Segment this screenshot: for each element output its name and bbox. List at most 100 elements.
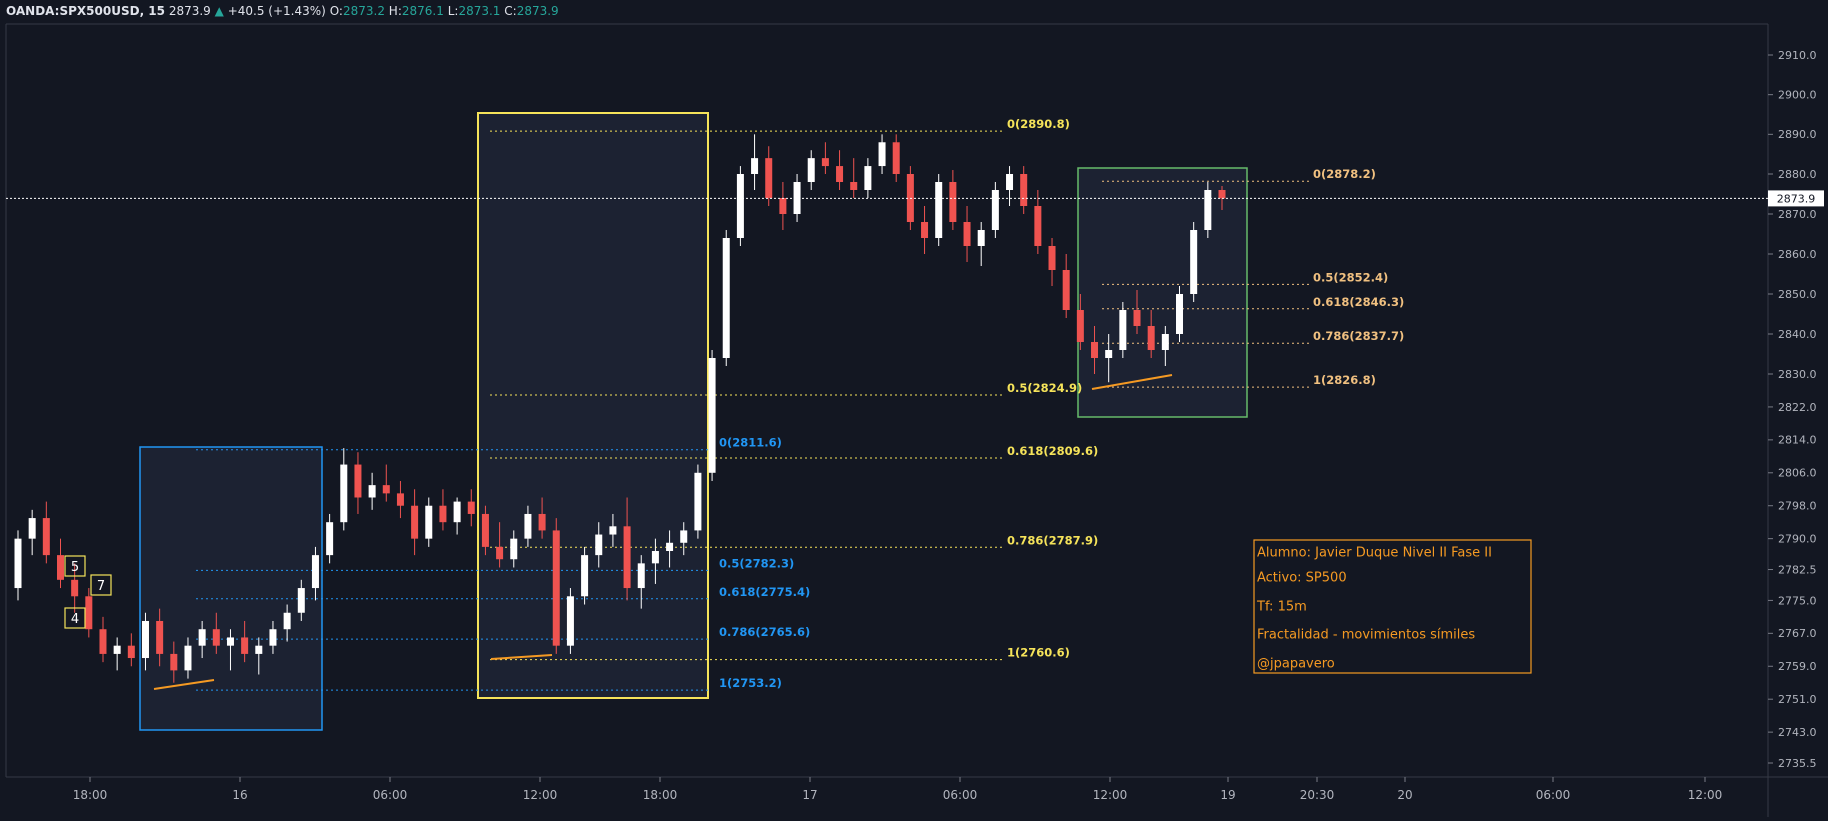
candle-body[interactable] [496,546,504,560]
yellow-range-box[interactable] [477,112,709,699]
candle-body[interactable] [1034,206,1042,246]
candle-body[interactable] [552,530,560,646]
candle-body[interactable] [453,501,461,523]
time-axis[interactable]: 18:00 16 06:00 12:00 18:00 17 06:00 12:00 19 20:3… [73,777,1723,802]
candle-body[interactable] [382,485,390,494]
candle-body[interactable] [680,530,688,543]
blue-range-box[interactable] [139,446,323,731]
candle-body[interactable] [779,198,787,214]
candle-body[interactable] [581,555,589,597]
candle-body[interactable] [425,505,433,539]
wave-label-7[interactable]: 7 [90,574,112,596]
candle-body[interactable] [354,464,362,498]
green-trend-line[interactable] [1091,374,1173,390]
candle-body[interactable] [368,485,376,498]
candle-body[interactable] [708,358,716,473]
candle-body[interactable] [510,538,518,560]
candle-body[interactable] [765,158,773,198]
candle-body[interactable] [1006,174,1014,190]
candle-body[interactable] [666,542,674,552]
info-box[interactable]: Alumno: Javier Duque Nivel II Fase II Ac… [1253,539,1532,674]
candle-body[interactable] [651,551,659,564]
candle-body[interactable] [481,513,489,547]
candle-body[interactable] [793,182,801,214]
candle-body[interactable] [99,629,107,654]
candle-body[interactable] [963,222,971,246]
candle-body[interactable] [396,493,404,506]
candle-body[interactable] [623,526,631,589]
candle-body[interactable] [212,629,220,646]
candle-body[interactable] [241,637,249,654]
candle-body[interactable] [1133,310,1141,326]
candle-body[interactable] [836,166,844,182]
candle-body[interactable] [921,222,929,238]
candle-body[interactable] [1062,270,1070,310]
candle-body[interactable] [269,629,277,646]
candle-body[interactable] [566,596,574,646]
candle-body[interactable] [864,166,872,190]
candle-body[interactable] [283,612,291,630]
candle-body[interactable] [311,555,319,589]
candle-body[interactable] [595,534,603,556]
candle-body[interactable] [56,555,64,580]
candle-body[interactable] [28,518,36,539]
candles-group[interactable] [14,134,1226,683]
blue-trend-line[interactable] [153,679,215,690]
candle-body[interactable] [1105,350,1113,358]
price-axis[interactable]: 2910.0 2900.0 2890.0 2880.0 2870.0 2860.0 2850… [1768,49,1817,770]
candle-body[interactable] [184,645,192,671]
candle-body[interactable] [411,505,419,539]
candle-body[interactable] [1176,294,1184,334]
candle-body[interactable] [127,645,135,659]
candle-body[interactable] [326,522,334,556]
candle-body[interactable] [850,182,858,190]
candle-body[interactable] [226,637,234,646]
candle-body[interactable] [878,142,886,167]
candle-body[interactable] [935,182,943,238]
candle-body[interactable] [637,563,645,589]
candle-body[interactable] [113,645,121,654]
candle-body[interactable] [977,230,985,246]
candle-body[interactable] [949,182,957,222]
symbol-header[interactable]: OANDA:SPX500USD, 15 2873.9 ▲ +40.5 (+1.4… [0,0,559,22]
candle-body[interactable] [821,158,829,167]
candle-body[interactable] [42,518,50,556]
yellow-trend-line[interactable] [490,654,553,660]
candle-body[interactable] [467,501,475,514]
candle-body[interactable] [14,538,22,589]
candle-body[interactable] [892,142,900,174]
candle-body[interactable] [340,464,348,523]
candle-body[interactable] [736,174,744,238]
wave-label-5[interactable]: 5 [64,555,86,577]
candle-body[interactable] [297,588,305,613]
candle-body[interactable] [1020,174,1028,206]
candle-body[interactable] [1076,310,1084,342]
candle-body[interactable] [807,158,815,182]
wave-label-4[interactable]: 4 [64,607,86,629]
candle-body[interactable] [1218,190,1226,199]
candle-body[interactable] [524,513,532,539]
candle-body[interactable] [170,653,178,671]
candle-body[interactable] [198,629,206,646]
candle-body[interactable] [751,158,759,174]
fibonacci-levels[interactable]: 0(2811.6) 0.5(2782.3) 0.618(2775.4) 0.786(2… [196,117,1404,691]
candle-body[interactable] [694,472,702,531]
candle-body[interactable] [722,238,730,358]
candle-body[interactable] [1147,326,1155,350]
candle-body[interactable] [538,513,546,531]
candle-body[interactable] [1190,230,1198,294]
candle-body[interactable] [85,596,93,630]
candle-body[interactable] [1048,246,1056,270]
candle-body[interactable] [609,526,617,535]
candle-body[interactable] [1161,334,1169,350]
green-range-box[interactable] [1077,167,1248,418]
candle-body[interactable] [439,505,447,523]
symbol-name[interactable]: OANDA:SPX500USD, 15 [6,4,165,18]
candle-body[interactable] [1204,190,1212,230]
candle-body[interactable] [156,620,164,654]
candle-body[interactable] [141,620,149,659]
candle-body[interactable] [1091,342,1099,358]
candle-body[interactable] [71,579,79,597]
